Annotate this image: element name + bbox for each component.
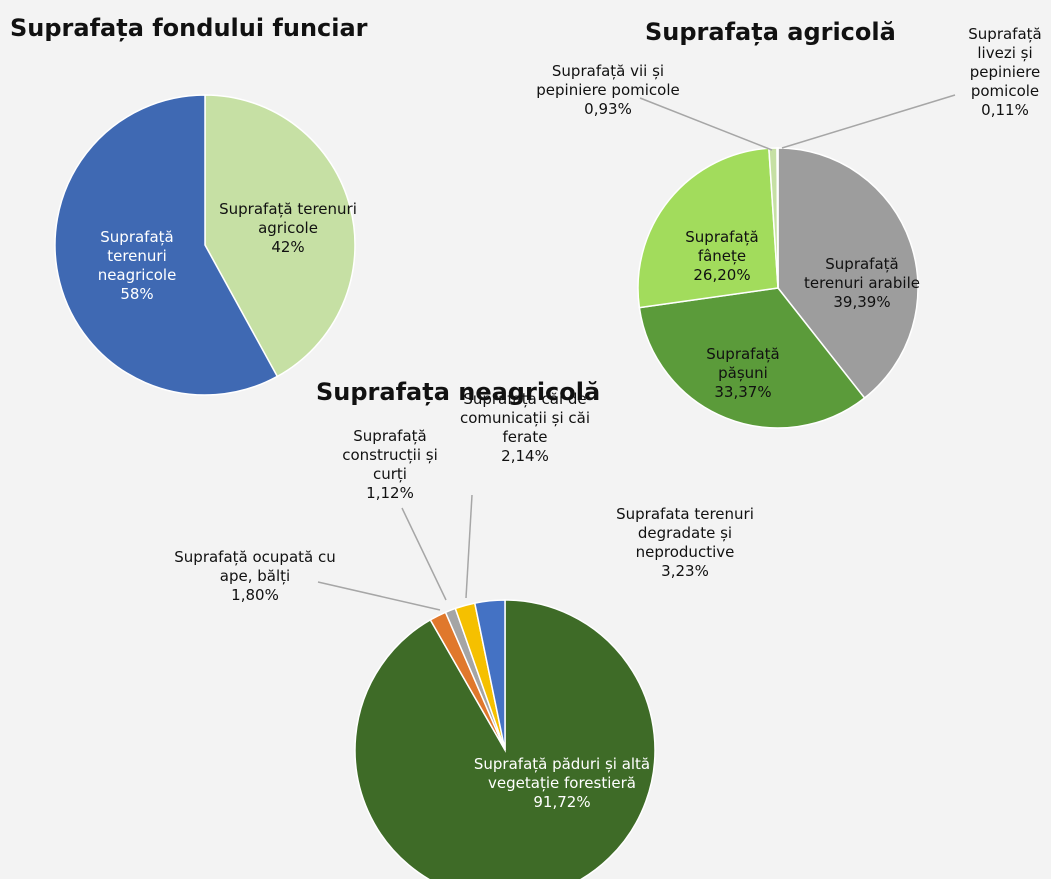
chart-title: Suprafața agricolă [645, 18, 896, 46]
category: Suprafata terenuri degradate și neproduc… [616, 505, 754, 561]
pie-slice [638, 287, 866, 429]
value-label: 26,20% [693, 266, 751, 284]
value-label: 1,12% [366, 484, 414, 502]
slice-label: Suprafață vii și pepiniere pomicole 0,93% [533, 62, 683, 119]
category: Suprafață păduri și altă vegetație fores… [473, 755, 651, 792]
chart-title: Suprafața fondului funciar [10, 14, 368, 42]
category: Suprafață construcții și curți [342, 427, 438, 483]
slice-label: Suprafață terenuri neagricole 58% [82, 228, 192, 304]
pie-slice [204, 94, 356, 378]
leader-line [317, 581, 441, 611]
value-label: 58% [120, 285, 154, 303]
value-label: 0,93% [584, 100, 632, 118]
value-label: 91,72% [533, 793, 591, 811]
category: Suprafață ocupată cu ape, bălți [174, 548, 336, 585]
slice-label: Suprafața căi de comunicații și căi fera… [450, 390, 600, 466]
leader-line [781, 94, 956, 149]
category: Suprafață terenuri agricole [219, 200, 357, 237]
pie-slice [54, 94, 279, 396]
pie-slice [776, 147, 779, 289]
pie-slice [473, 599, 506, 751]
category: Suprafață terenuri arabile [804, 255, 920, 292]
slice-label: Suprafață ocupată cu ape, bălți 1,80% [170, 548, 340, 605]
category: Suprafață terenuri neagricole [97, 228, 177, 284]
leader-line [401, 507, 447, 601]
category: Suprafață vii și pepiniere pomicole [536, 62, 680, 99]
slice-label: Suprafață construcții și curți 1,12% [325, 427, 455, 503]
value-label: 39,39% [833, 293, 891, 311]
value-label: 1,80% [231, 586, 279, 604]
leader-line [465, 494, 473, 599]
category: Suprafață pășuni [706, 345, 780, 382]
slice-label: Suprafață fânețe 26,20% [667, 228, 777, 285]
slice-label: Suprafață păduri și altă vegetație fores… [472, 755, 652, 812]
category: Suprafață fânețe [685, 228, 759, 265]
slice-label: Suprafață pășuni 33,37% [683, 345, 803, 402]
category: Suprafață livezi și pepiniere pomicole [968, 25, 1042, 100]
value-label: 2,14% [501, 447, 549, 465]
slice-label: Suprafață terenuri agricole 42% [213, 200, 363, 257]
slice-label: Suprafata terenuri degradate și neproduc… [615, 505, 755, 581]
category: Suprafața căi de comunicații și căi fera… [460, 390, 590, 446]
leader-line [639, 97, 773, 151]
value-label: 0,11% [981, 101, 1029, 119]
pie-slice [777, 147, 919, 400]
pie-slice [637, 147, 779, 309]
chart-title: Suprafața neagricolă [316, 378, 600, 406]
slice-label: Suprafață terenuri arabile 39,39% [797, 255, 927, 312]
slice-label: Suprafață livezi și pepiniere pomicole 0,… [960, 25, 1050, 120]
value-label: 33,37% [714, 383, 772, 401]
value-label: 42% [271, 238, 305, 256]
value-label: 3,23% [661, 562, 709, 580]
